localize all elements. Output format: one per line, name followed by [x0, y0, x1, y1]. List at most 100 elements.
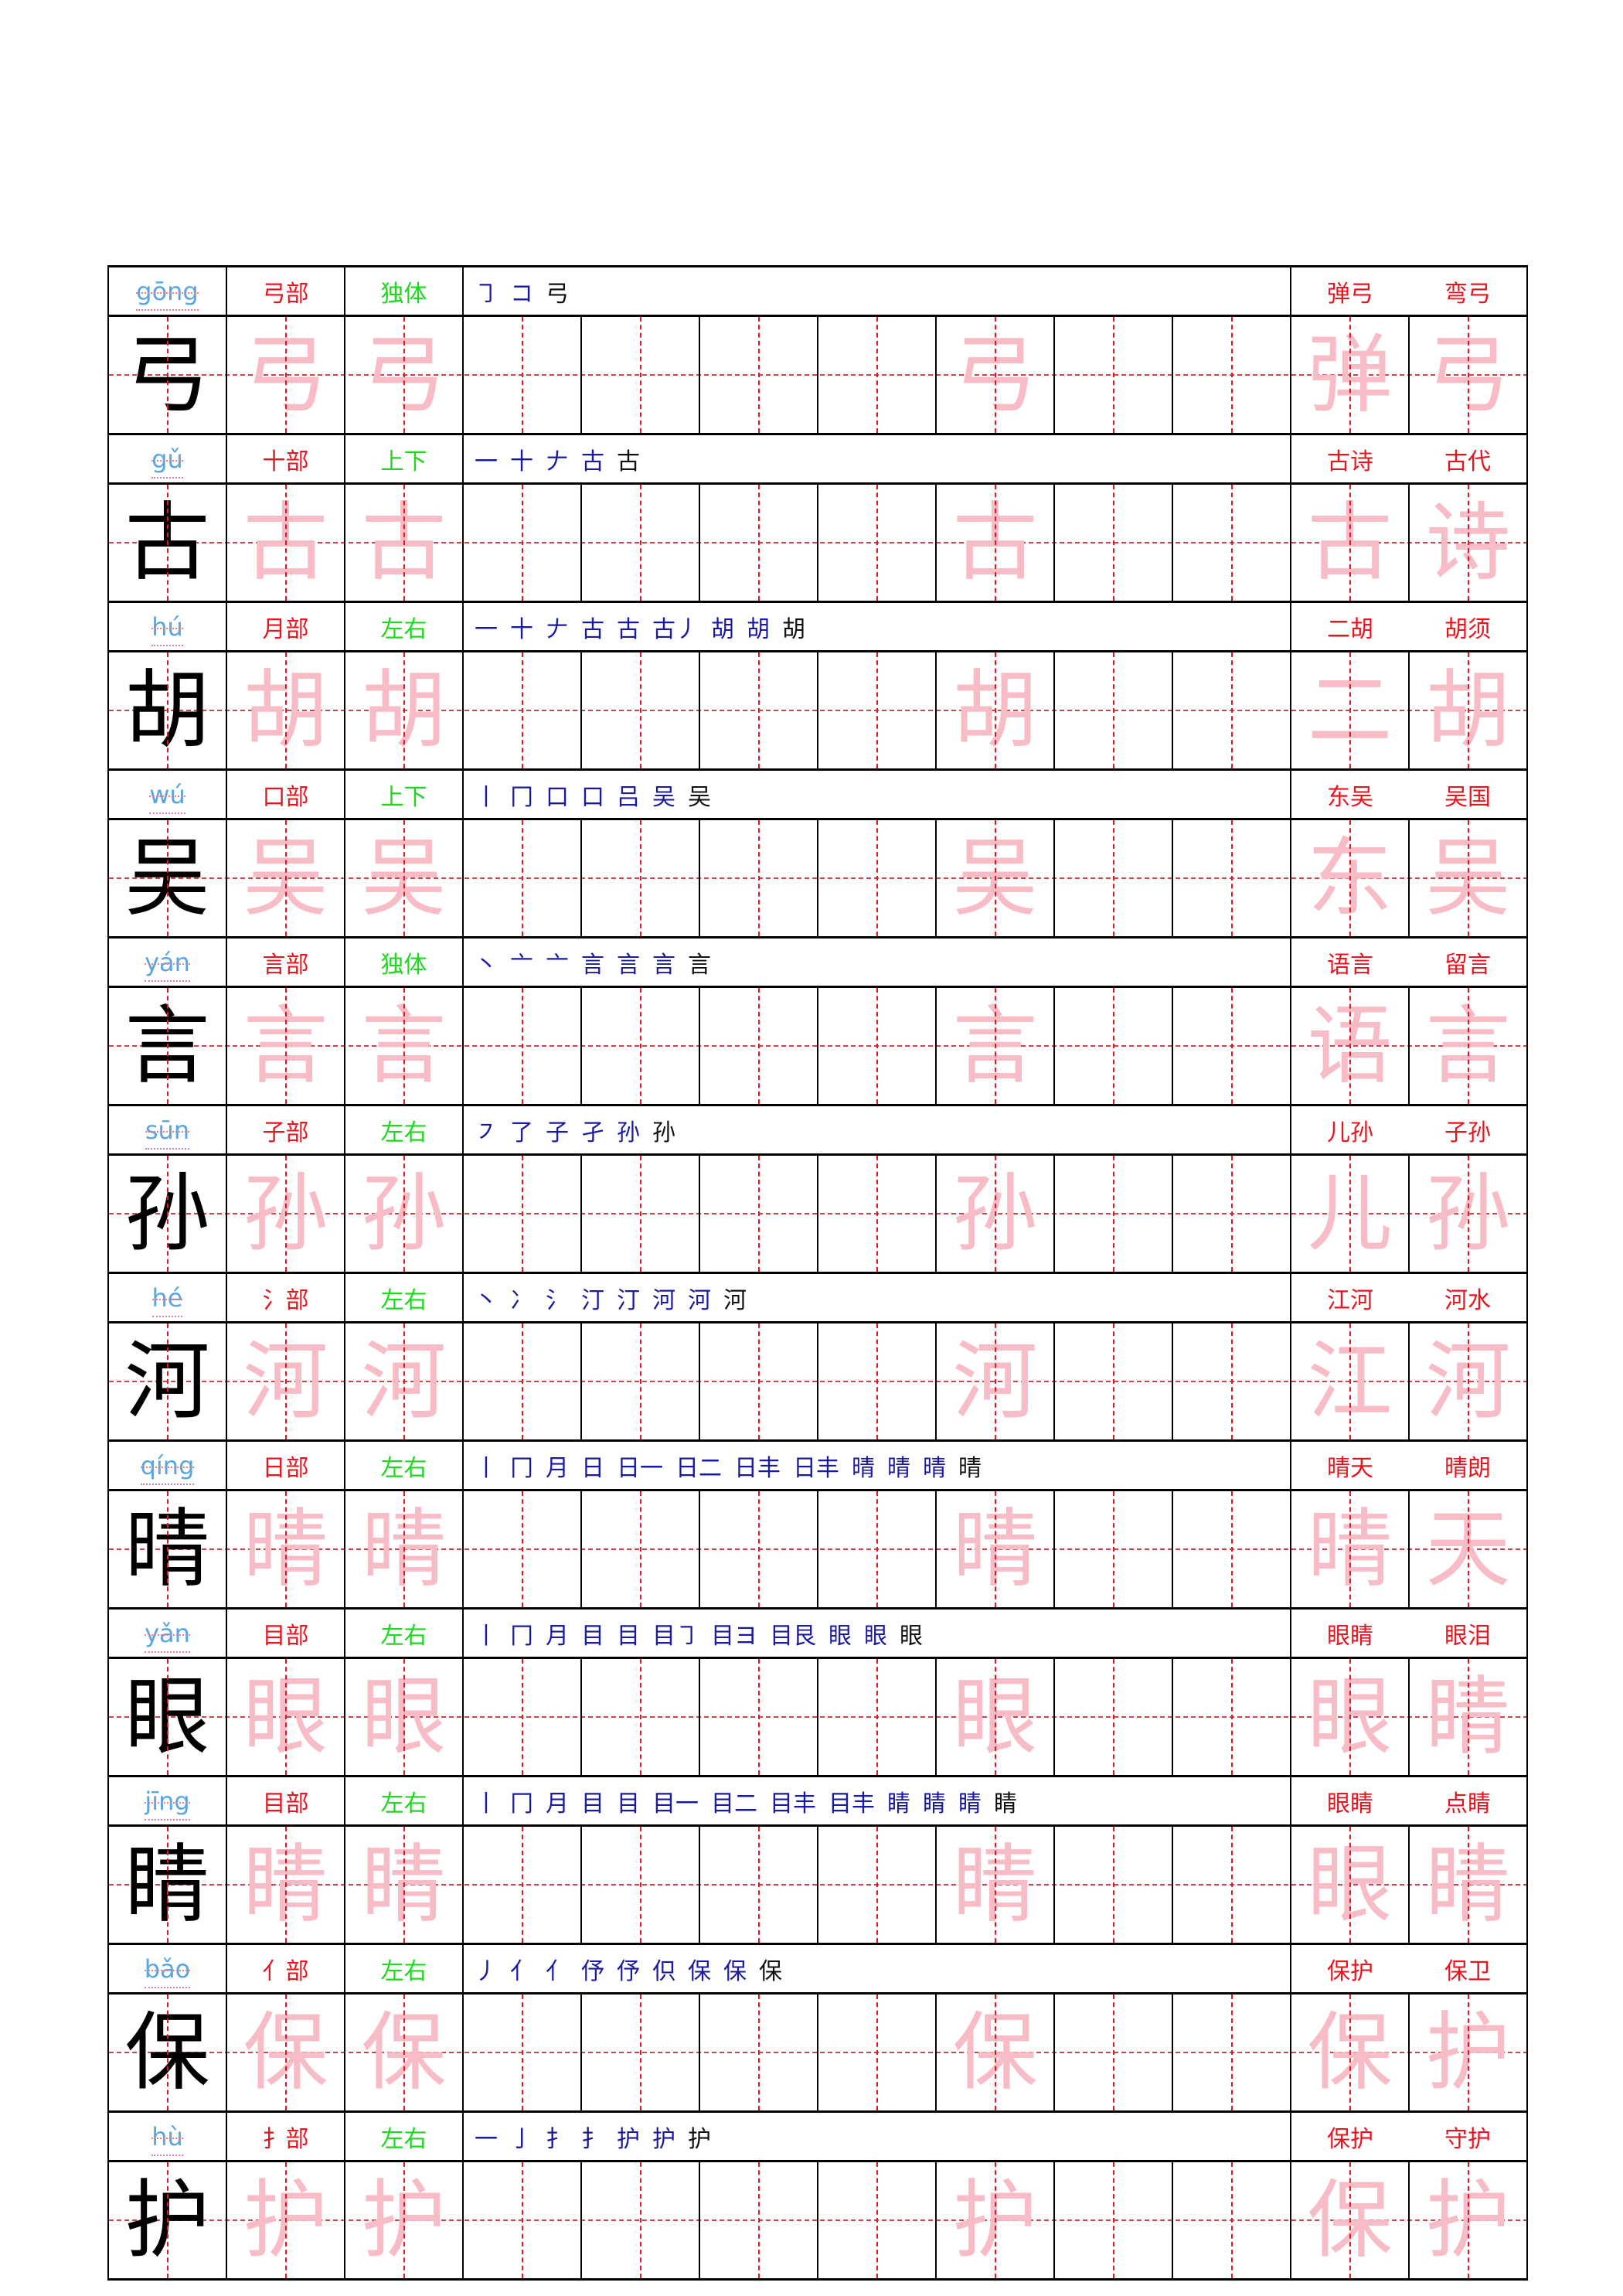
blank-writing-cell[interactable] [582, 2162, 700, 2278]
blank-writing-cell[interactable] [1055, 1995, 1173, 2110]
blank-writing-cell[interactable] [818, 317, 937, 433]
trace-word-character: 眼 [1291, 1827, 1410, 1943]
blank-writing-cell[interactable] [700, 1491, 818, 1607]
blank-writing-cell[interactable] [1055, 485, 1173, 601]
blank-writing-cell[interactable] [582, 1659, 700, 1775]
stroke-step: 了 [510, 1119, 533, 1146]
blank-writing-cell[interactable] [1173, 988, 1291, 1104]
blank-writing-cell[interactable] [700, 485, 818, 601]
blank-writing-cell[interactable] [582, 988, 700, 1104]
blank-writing-cell[interactable] [582, 1827, 700, 1943]
blank-writing-cell[interactable] [1173, 1827, 1291, 1943]
blank-writing-cell[interactable] [818, 1995, 937, 2110]
blank-writing-cell[interactable] [700, 317, 818, 433]
blank-writing-cell[interactable] [700, 652, 818, 768]
blank-writing-cell[interactable] [582, 1995, 700, 2110]
blank-writing-cell[interactable] [1055, 2162, 1173, 2278]
blank-writing-cell[interactable] [1173, 820, 1291, 936]
example-word: 子孙 [1444, 1119, 1491, 1146]
blank-writing-cell[interactable] [582, 485, 700, 601]
blank-writing-cell[interactable] [582, 1491, 700, 1607]
stroke-step: 眼 [900, 1622, 923, 1650]
blank-writing-cell[interactable] [464, 1995, 582, 2110]
blank-writing-cell[interactable] [464, 652, 582, 768]
blank-writing-cell[interactable] [464, 1827, 582, 1943]
blank-writing-cell[interactable] [700, 820, 818, 936]
blank-writing-cell[interactable] [582, 317, 700, 433]
blank-writing-cell[interactable] [1173, 652, 1291, 768]
blank-writing-cell[interactable] [1055, 652, 1173, 768]
info-row: bǎo 亻部 左右丿亻亻伃伃伿保保保保护 保卫 [109, 1945, 1528, 1995]
blank-writing-cell[interactable] [818, 1156, 937, 1272]
blank-writing-cell[interactable] [818, 652, 937, 768]
model-character: 护 [109, 2162, 227, 2278]
blank-writing-cell[interactable] [1055, 1491, 1173, 1607]
blank-writing-cell[interactable] [700, 2162, 818, 2278]
blank-writing-cell[interactable] [1055, 1659, 1173, 1775]
stroke-step: 口 [581, 783, 604, 811]
model-character: 弓 [109, 317, 227, 433]
info-row: hù 扌部 左右一亅扌扌护护护保护 守护 [109, 2113, 1528, 2162]
blank-writing-cell[interactable] [582, 820, 700, 936]
blank-writing-cell[interactable] [1173, 1156, 1291, 1272]
blank-writing-cell[interactable] [700, 1659, 818, 1775]
practice-sheet: gōng 弓部 独体㇆コ弓弹弓 弯弓弓弓弓弓弹弓 gǔ 十部 上下一十 𠂇 古古古诗 古代古古古古… [107, 265, 1528, 2281]
blank-writing-cell[interactable] [818, 820, 937, 936]
pinyin-cell: wú [109, 771, 227, 818]
blank-writing-cell[interactable] [700, 988, 818, 1104]
blank-writing-cell[interactable] [818, 1323, 937, 1439]
stroke-step: 一 [475, 2125, 498, 2153]
blank-writing-cell[interactable] [818, 1827, 937, 1943]
blank-writing-cell[interactable] [1173, 1491, 1291, 1607]
blank-writing-cell[interactable] [464, 317, 582, 433]
blank-writing-cell[interactable] [1055, 1156, 1173, 1272]
blank-writing-cell[interactable] [818, 988, 937, 1104]
example-word: 弹弓 [1327, 280, 1373, 308]
pinyin: gōng [136, 276, 199, 311]
blank-writing-cell[interactable] [1173, 1659, 1291, 1775]
blank-writing-cell[interactable] [1055, 1827, 1173, 1943]
character-group: sūn 子部 左右㇇了子孑孙孙儿孙 子孙孙孙孙孙儿孙 [109, 1106, 1528, 1274]
blank-writing-cell[interactable] [464, 485, 582, 601]
blank-writing-cell[interactable] [1173, 485, 1291, 601]
trace-character: 弓 [345, 317, 464, 433]
blank-writing-cell[interactable] [582, 652, 700, 768]
stroke-step: 伃 [617, 1957, 640, 1985]
blank-writing-cell[interactable] [700, 1827, 818, 1943]
blank-writing-cell[interactable] [582, 1323, 700, 1439]
blank-writing-cell[interactable] [464, 988, 582, 1104]
blank-writing-cell[interactable] [1173, 1995, 1291, 2110]
example-words: 保护 保卫 [1291, 1945, 1528, 1992]
blank-writing-cell[interactable] [1055, 988, 1173, 1104]
blank-writing-cell[interactable] [464, 1323, 582, 1439]
stroke-step: 一 [475, 448, 498, 475]
blank-writing-cell[interactable] [464, 2162, 582, 2278]
blank-writing-cell[interactable] [1055, 1323, 1173, 1439]
blank-writing-cell[interactable] [700, 1995, 818, 2110]
radical: 亻部 [227, 1945, 345, 1992]
blank-writing-cell[interactable] [464, 1491, 582, 1607]
blank-writing-cell[interactable] [582, 1156, 700, 1272]
blank-writing-cell[interactable] [1173, 1323, 1291, 1439]
blank-writing-cell[interactable] [700, 1323, 818, 1439]
stroke-step: 丶 [475, 951, 498, 979]
blank-writing-cell[interactable] [464, 820, 582, 936]
blank-writing-cell[interactable] [1173, 2162, 1291, 2278]
example-word: 东吴 [1327, 783, 1373, 811]
blank-writing-cell[interactable] [1173, 317, 1291, 433]
blank-writing-cell[interactable] [464, 1156, 582, 1272]
blank-writing-cell[interactable] [818, 1491, 937, 1607]
blank-writing-cell[interactable] [1055, 820, 1173, 936]
trace-word-character: 孙 [1410, 1156, 1528, 1272]
blank-writing-cell[interactable] [818, 2162, 937, 2278]
blank-writing-cell[interactable] [818, 1659, 937, 1775]
stroke-order: 丶亠亠言言言言 [464, 938, 1291, 986]
blank-writing-cell[interactable] [1055, 317, 1173, 433]
blank-writing-cell[interactable] [700, 1156, 818, 1272]
pinyin: sūn [145, 1115, 190, 1150]
character-group: gǔ 十部 上下一十 𠂇 古古古诗 古代古古古古古诗 [109, 435, 1528, 603]
blank-writing-cell[interactable] [464, 1659, 582, 1775]
structure: 左右 [345, 1274, 464, 1321]
blank-writing-cell[interactable] [818, 485, 937, 601]
trace-character: 吴 [937, 820, 1055, 936]
